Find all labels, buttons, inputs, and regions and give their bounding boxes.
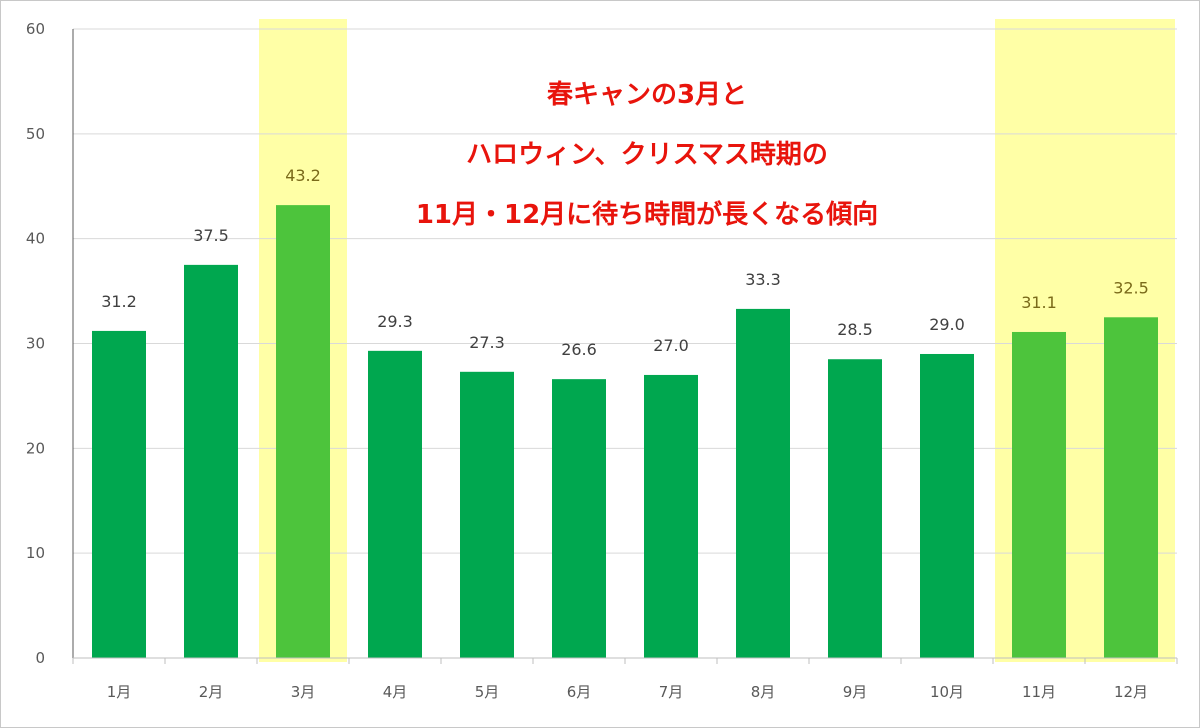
y-tick-label: 0 [35,649,45,667]
axes [72,29,1177,659]
x-tick-label: 10月 [930,683,964,701]
x-tick-label: 8月 [751,683,776,701]
data-label: 27.0 [653,336,689,355]
x-tick-label: 12月 [1114,683,1148,701]
bars [92,205,1158,658]
bar-5月 [460,371,514,658]
bar-7月 [644,374,698,658]
data-label: 27.3 [469,333,505,352]
bar-3月 [276,205,330,658]
y-tick-label: 50 [26,125,45,143]
y-tick-label: 60 [26,20,45,38]
data-label: 31.1 [1021,293,1057,312]
data-label: 43.2 [285,166,321,185]
x-tick-label: 2月 [199,683,224,701]
y-tick-label: 30 [26,335,45,353]
data-label: 31.2 [101,292,137,311]
bar-8月 [736,308,790,658]
bar-10月 [920,353,974,658]
x-tick-label: 11月 [1022,683,1056,701]
annotation-line-3: 11月・12月に待ち時間が長くなる傾向 [416,199,878,230]
x-tick-label: 4月 [383,683,408,701]
y-tick-label: 20 [26,439,45,457]
x-axis-ticks: 1月 2月 3月 4月 5月 6月 7月 8月 9月 10月 11月 12月 [72,658,1178,701]
annotation-line-1: 春キャンの3月と [547,80,747,110]
y-tick-label: 10 [26,544,45,562]
bar-6月 [552,379,606,658]
x-tick-label: 1月 [107,683,132,701]
data-label: 26.6 [561,340,597,359]
bar-9月 [828,359,882,658]
bar-4月 [368,350,422,658]
x-tick-label: 5月 [475,683,500,701]
data-label: 29.3 [377,312,413,331]
bar-11月 [1012,331,1066,658]
x-tick-label: 6月 [567,683,592,701]
annotation-line-2: ハロウィン、クリスマス時期の [466,140,828,170]
y-axis-ticks: 0 10 20 30 40 50 60 [26,20,45,667]
data-label: 32.5 [1113,278,1149,297]
gridlines [73,28,1177,554]
data-labels: 31.2 37.5 43.2 29.3 27.3 26.6 27.0 33.3 28.5 29.0… [101,166,1149,359]
data-label: 33.3 [745,270,781,289]
bar-1月 [92,330,146,658]
data-label: 37.5 [193,226,229,245]
x-tick-label: 3月 [291,683,316,701]
data-label: 29.0 [929,315,965,334]
x-tick-label: 7月 [659,683,684,701]
y-tick-label: 40 [26,230,45,248]
bar-12月 [1104,317,1158,658]
data-label: 28.5 [837,320,873,339]
bar-2月 [184,264,238,658]
x-tick-label: 9月 [843,683,868,701]
